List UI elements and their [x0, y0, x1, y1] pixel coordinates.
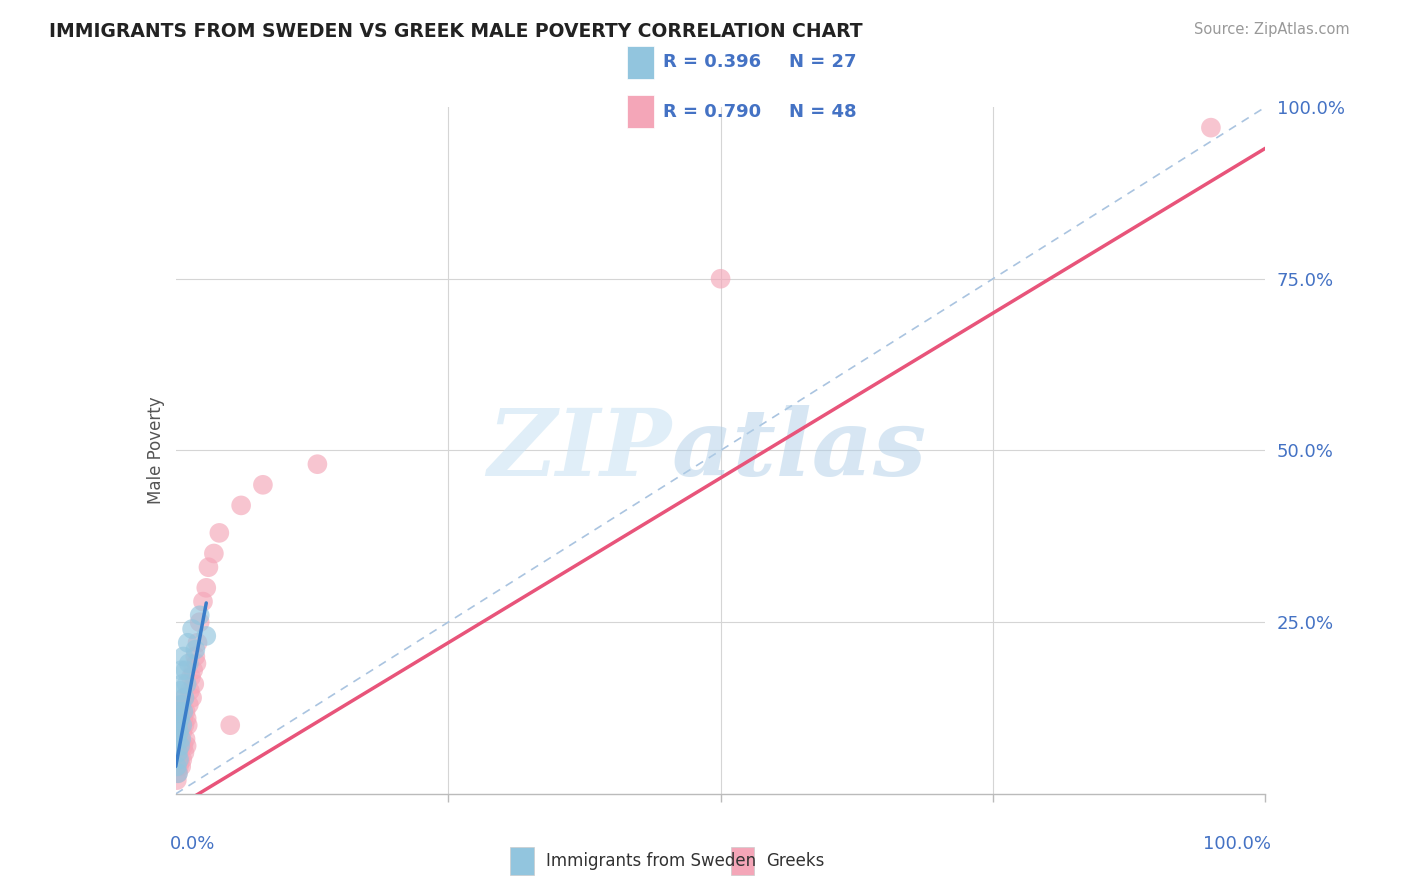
- Point: [177, 718, 200, 732]
- Point: [169, 731, 191, 746]
- Point: [172, 725, 194, 739]
- Point: [176, 711, 198, 725]
- Point: [167, 739, 190, 753]
- Point: [167, 766, 190, 780]
- Point: [169, 683, 191, 698]
- Point: [177, 698, 200, 712]
- Point: [169, 739, 191, 753]
- Point: [172, 649, 194, 664]
- Point: [177, 636, 200, 650]
- Point: [167, 725, 190, 739]
- Point: [231, 499, 253, 513]
- Point: [188, 608, 211, 623]
- Point: [197, 560, 219, 574]
- Text: Greeks: Greeks: [766, 852, 824, 871]
- Point: [170, 739, 193, 753]
- Point: [191, 594, 214, 608]
- Point: [183, 677, 205, 691]
- Point: [173, 746, 195, 760]
- Point: [167, 746, 190, 760]
- Point: [172, 698, 194, 712]
- Point: [167, 759, 190, 773]
- Point: [173, 690, 195, 705]
- Text: ZIP: ZIP: [488, 406, 672, 495]
- Point: [170, 718, 193, 732]
- Bar: [627, 45, 654, 78]
- Point: [170, 759, 193, 773]
- Point: [172, 739, 194, 753]
- Text: 0.0%: 0.0%: [170, 835, 215, 853]
- Point: [166, 759, 188, 773]
- Point: [166, 731, 188, 746]
- Point: [170, 731, 193, 746]
- Text: IMMIGRANTS FROM SWEDEN VS GREEK MALE POVERTY CORRELATION CHART: IMMIGRANTS FROM SWEDEN VS GREEK MALE POV…: [49, 22, 863, 41]
- Point: [181, 690, 204, 705]
- Point: [184, 642, 207, 657]
- Text: R = 0.790: R = 0.790: [662, 103, 761, 120]
- Point: [166, 753, 188, 767]
- Point: [170, 663, 193, 677]
- Point: [252, 478, 274, 492]
- Text: N = 48: N = 48: [789, 103, 856, 120]
- Point: [174, 705, 197, 719]
- Point: [172, 711, 194, 725]
- Bar: [731, 847, 754, 875]
- Point: [1199, 120, 1222, 135]
- Point: [179, 683, 201, 698]
- Point: [169, 753, 191, 767]
- Text: Immigrants from Sweden: Immigrants from Sweden: [546, 852, 755, 871]
- Point: [177, 657, 200, 671]
- Point: [172, 718, 194, 732]
- Point: [170, 698, 193, 712]
- Text: atlas: atlas: [672, 406, 927, 495]
- Bar: [510, 847, 534, 875]
- Point: [173, 690, 195, 705]
- Point: [172, 677, 194, 691]
- Point: [167, 753, 190, 767]
- Y-axis label: Male Poverty: Male Poverty: [146, 397, 165, 504]
- Point: [195, 629, 218, 643]
- Point: [188, 615, 211, 630]
- Point: [208, 525, 231, 540]
- Point: [186, 636, 209, 650]
- Point: [307, 457, 329, 471]
- Point: [186, 657, 208, 671]
- Point: [174, 663, 197, 677]
- Point: [180, 670, 202, 684]
- Point: [181, 622, 204, 636]
- Point: [195, 581, 218, 595]
- Point: [167, 711, 190, 725]
- Point: [167, 725, 190, 739]
- Point: [710, 271, 733, 285]
- Text: 100.0%: 100.0%: [1204, 835, 1271, 853]
- Point: [184, 649, 207, 664]
- Point: [219, 718, 242, 732]
- Point: [202, 546, 225, 561]
- Point: [169, 711, 191, 725]
- Point: [181, 663, 204, 677]
- Text: R = 0.396: R = 0.396: [662, 54, 761, 71]
- Point: [167, 718, 190, 732]
- Point: [172, 705, 194, 719]
- Point: [174, 731, 197, 746]
- Bar: [627, 95, 654, 128]
- Point: [167, 705, 190, 719]
- Point: [166, 773, 188, 788]
- Text: N = 27: N = 27: [789, 54, 856, 71]
- Point: [172, 753, 194, 767]
- Point: [169, 705, 191, 719]
- Point: [176, 677, 198, 691]
- Text: Source: ZipAtlas.com: Source: ZipAtlas.com: [1194, 22, 1350, 37]
- Point: [173, 718, 195, 732]
- Point: [176, 739, 198, 753]
- Point: [167, 766, 190, 780]
- Point: [167, 746, 190, 760]
